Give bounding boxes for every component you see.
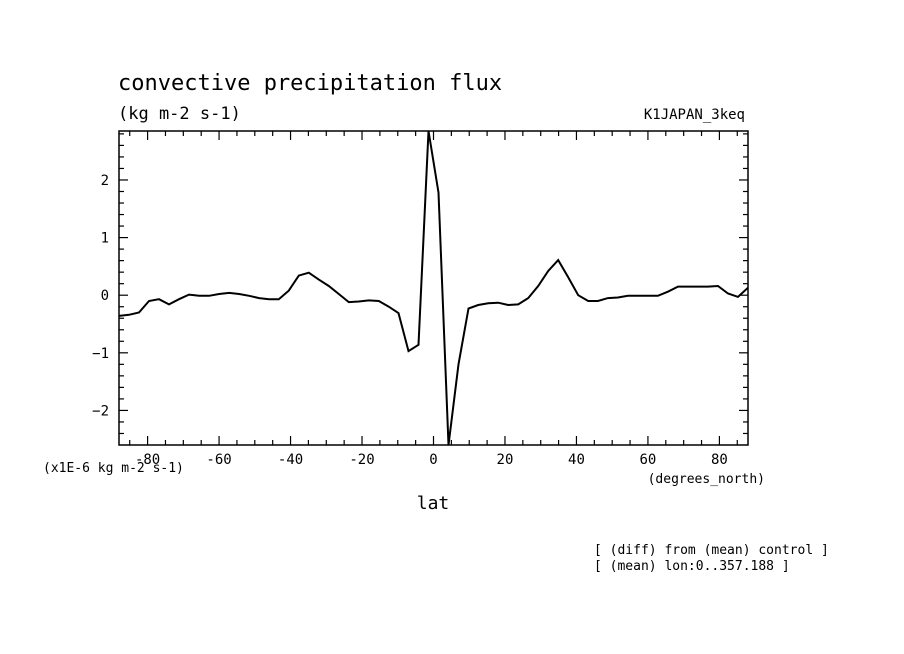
y-tick-label: 2 xyxy=(101,173,109,189)
chart-title: convective precipitation flux xyxy=(118,71,502,96)
note-mean: [ (mean) lon:0..357.188 ] xyxy=(594,559,790,574)
x-tick-label: 0 xyxy=(429,452,437,468)
x-tick-label: -20 xyxy=(349,452,374,468)
run-label: K1JAPAN_3keq xyxy=(644,107,745,123)
x-tick-label: 80 xyxy=(711,452,728,468)
x-tick-label: -60 xyxy=(206,452,231,468)
x-tick-label: -40 xyxy=(278,452,303,468)
x-tick-label: -80 xyxy=(135,452,160,468)
plot-frame xyxy=(118,130,749,446)
y-tick-label: −2 xyxy=(92,403,109,419)
note-diff: [ (diff) from (mean) control ] xyxy=(594,543,829,558)
units-label: (kg m-2 s-1) xyxy=(118,104,241,124)
x-axis-label: lat xyxy=(417,493,450,514)
series-line xyxy=(118,130,749,446)
y-tick-label: 1 xyxy=(101,231,109,247)
x-unit-label: (degrees_north) xyxy=(648,472,765,487)
x-tick-label: 20 xyxy=(497,452,514,468)
x-tick-label: 60 xyxy=(640,452,657,468)
tick-labels: -80 -60 -40 -20 0 20 40 60 80 −2 −1 0 1 2 xyxy=(92,173,728,468)
y-tick-label: 0 xyxy=(101,288,109,304)
y-tick-label: −1 xyxy=(92,346,109,362)
y-scale-label: (x1E-6 kg m-2 s-1) xyxy=(43,461,184,476)
axis-ticks xyxy=(119,131,748,445)
x-tick-label: 40 xyxy=(568,452,585,468)
